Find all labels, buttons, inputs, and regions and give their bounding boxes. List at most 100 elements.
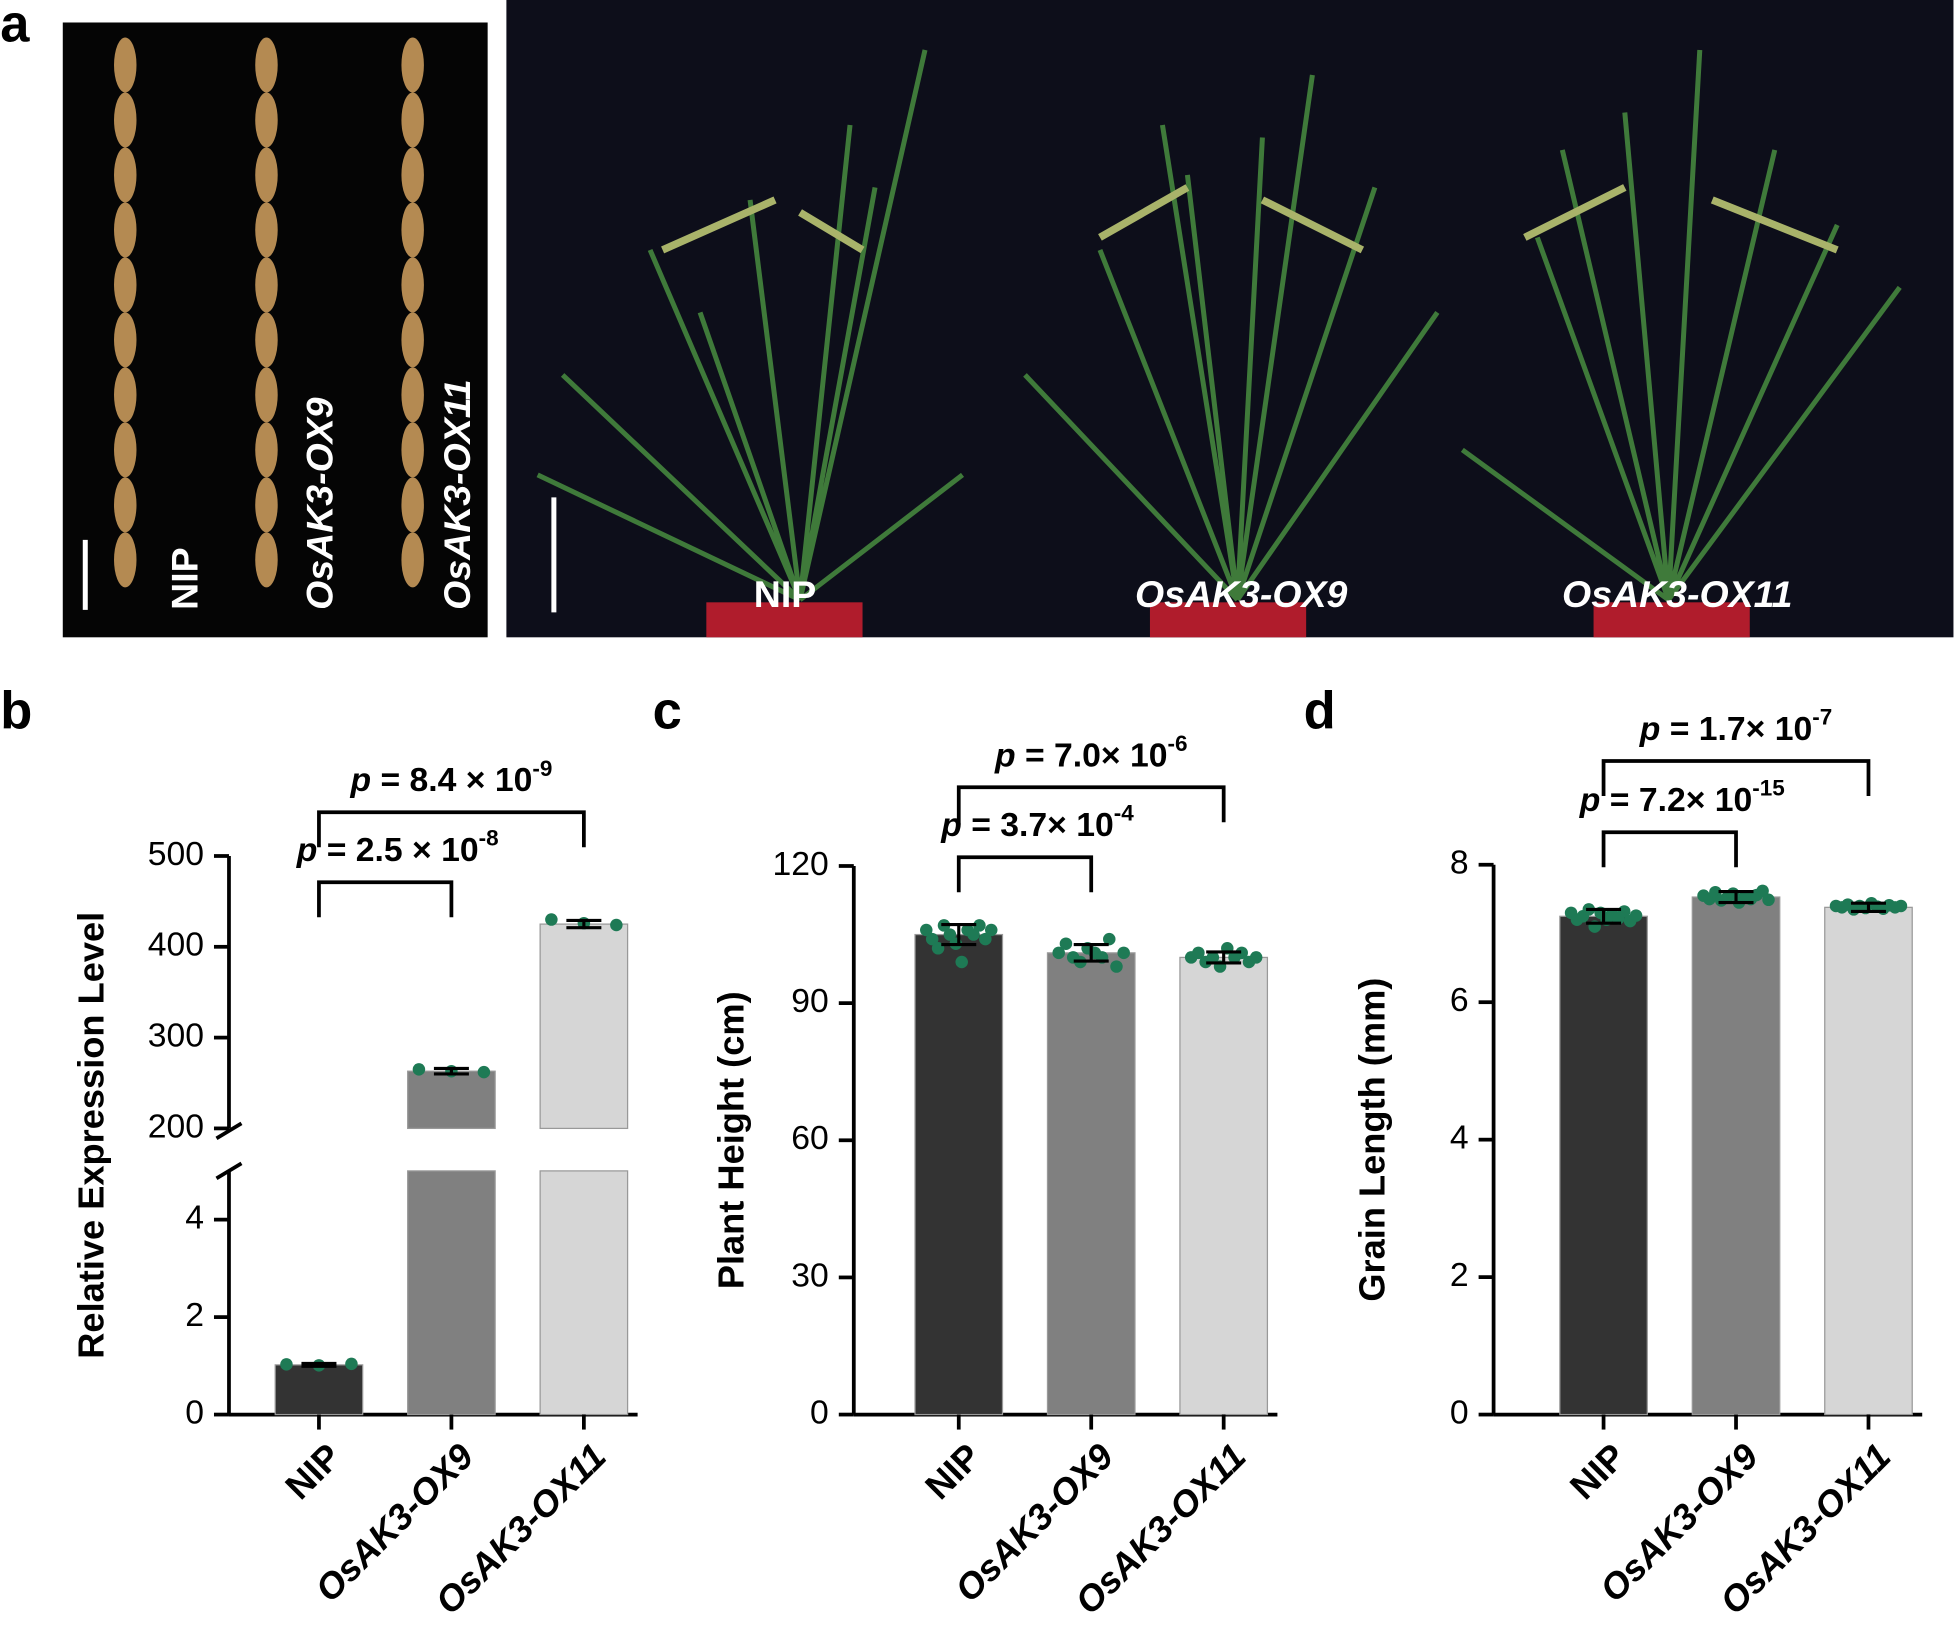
significance-bracket: [956, 855, 1094, 893]
panel-letter: b: [0, 682, 32, 741]
y-axis-title: Plant Height (cm): [710, 991, 751, 1289]
grain: [401, 477, 424, 533]
data-point: [1052, 946, 1065, 960]
y-axis-title: Relative Expression Level: [71, 912, 112, 1359]
data-point: [1235, 946, 1248, 960]
x-tick-label: NIP: [1562, 1435, 1634, 1507]
bar: [274, 1364, 364, 1416]
data-point: [1629, 909, 1643, 922]
p-symbol: p: [1639, 710, 1661, 748]
grain: [114, 477, 137, 533]
p-symbol: p: [940, 806, 962, 844]
bar: [1559, 915, 1648, 1416]
y-axis-title: Grain Length (mm): [1351, 978, 1392, 1302]
significance-bracket: [1601, 830, 1738, 868]
grain: [401, 92, 424, 148]
y-tick-label: 8: [1450, 844, 1469, 882]
data-point: [943, 928, 957, 941]
data-point: [1117, 946, 1130, 960]
data-point: [345, 1357, 358, 1371]
bar: [407, 1170, 496, 1416]
data-point: [1762, 893, 1775, 907]
plant-label: NIP: [754, 573, 816, 615]
p-text: = 1.7× 10: [1660, 710, 1812, 748]
y-tick-label: 400: [148, 926, 204, 964]
grain: [114, 147, 137, 203]
plants: [536, 49, 1902, 603]
y-tick-label: 6: [1450, 981, 1469, 1019]
p-text: = 2.5 × 10: [317, 831, 478, 869]
p-value: p = 8.4 × 10-9: [349, 756, 552, 799]
x-tick-label: NIP: [277, 1435, 349, 1507]
grain: [401, 312, 424, 368]
p-value: p = 3.7× 10-4: [940, 801, 1134, 844]
grain-label: OsAK3-OX9: [299, 397, 341, 610]
data-point: [477, 1065, 491, 1079]
y-tick-label: 2: [1450, 1256, 1469, 1294]
y-tick-label: 0: [185, 1393, 204, 1431]
data-point: [610, 918, 623, 932]
grain: [401, 257, 424, 313]
grain: [255, 312, 278, 368]
grain: [255, 37, 278, 93]
grain: [255, 422, 278, 478]
y-tick-label: 0: [810, 1393, 829, 1431]
p-symbol: p: [1579, 781, 1601, 819]
bar: [914, 933, 1004, 1416]
data-point: [1894, 899, 1908, 913]
data-point: [925, 932, 939, 946]
p-symbol: p: [296, 831, 318, 869]
p-exponent: -6: [1167, 731, 1187, 756]
p-text: = 8.4 × 10: [371, 761, 532, 799]
y-tick-label: 90: [791, 982, 829, 1020]
grain: [114, 202, 137, 258]
bar: [1824, 906, 1913, 1416]
p-symbol: p: [349, 761, 371, 799]
y-tick-label: 0: [1450, 1393, 1469, 1431]
data-point: [1103, 932, 1116, 946]
axis-break: [215, 1161, 243, 1181]
y-tick-label: 4: [185, 1199, 204, 1237]
panel-a-labels: NIP OsAK3-OX9 OsAK3-OX11 NIP OsAK3-OX9 OsAK3-…: [164, 379, 1793, 615]
bar-chart: 0 2 4 200 300 400 500 Relative Expression Level…: [71, 756, 638, 1622]
bar: [407, 1070, 496, 1130]
p-exponent: -15: [1752, 776, 1784, 801]
grain-label: OsAK3-OX11: [436, 379, 478, 609]
significance-bracket: [1601, 759, 1871, 797]
grain: [255, 92, 278, 148]
y-tick-label: 2: [185, 1296, 204, 1334]
y-tick-label: 300: [148, 1017, 204, 1055]
data-point: [979, 932, 992, 946]
panel-letter: a: [0, 0, 30, 53]
p-exponent: -7: [1812, 704, 1832, 729]
grain: [401, 37, 424, 93]
p-exponent: -8: [479, 826, 499, 851]
x-tick-label: NIP: [917, 1435, 989, 1507]
grain-label: NIP: [164, 547, 206, 609]
grain: [255, 532, 278, 588]
p-exponent: -9: [532, 756, 552, 781]
p-text: = 7.0× 10: [1016, 736, 1168, 774]
grain: [255, 367, 278, 423]
panel-letter: d: [1304, 682, 1336, 741]
grain: [401, 367, 424, 423]
axis-break: [215, 1121, 243, 1141]
grain: [255, 477, 278, 533]
significance-bracket: [956, 785, 1226, 823]
data-point: [931, 942, 945, 955]
grain: [114, 37, 137, 93]
data-point: [1617, 905, 1631, 918]
data-point: [984, 923, 998, 937]
p-text: = 7.2× 10: [1600, 781, 1752, 819]
data-point: [920, 923, 933, 937]
p-text: = 3.7× 10: [962, 806, 1114, 844]
bar: [539, 923, 629, 1130]
y-tick-label: 30: [791, 1256, 829, 1294]
p-value: p = 2.5 × 10-8: [296, 826, 499, 869]
p-symbol: p: [994, 736, 1016, 774]
panel-letter: c: [653, 682, 682, 741]
grain: [401, 202, 424, 258]
grain: [401, 532, 424, 588]
grain: [255, 257, 278, 313]
